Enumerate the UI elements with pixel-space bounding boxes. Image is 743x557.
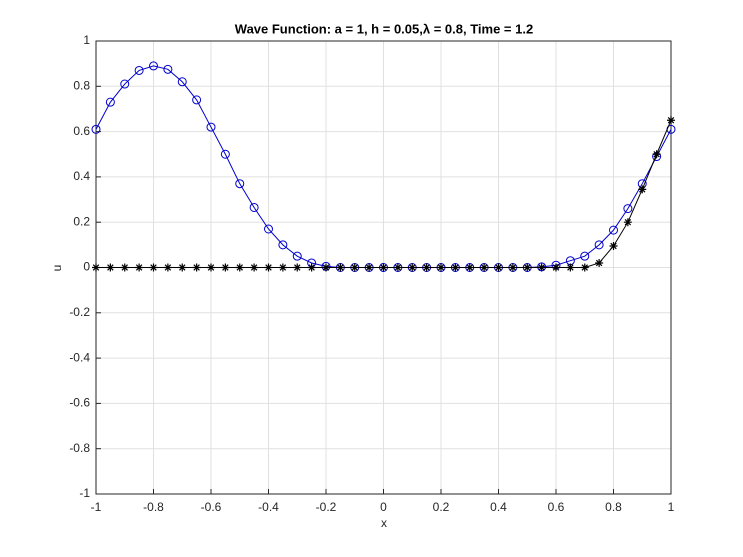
data-point <box>609 241 618 250</box>
x-tick-label: -0.6 <box>201 500 222 514</box>
data-point <box>192 263 201 272</box>
chart-title: Wave Function: a = 1, h = 0.05,λ = 0.8, … <box>235 21 533 36</box>
y-tick-label: 1 <box>83 33 90 47</box>
y-tick-label: 0.8 <box>73 78 90 92</box>
data-point <box>322 263 330 272</box>
data-point <box>365 263 374 272</box>
data-point <box>264 263 273 272</box>
data-point <box>134 65 144 75</box>
data-point <box>177 77 187 87</box>
x-tick-label: 0.8 <box>605 500 622 514</box>
data-point <box>220 149 230 159</box>
data-point <box>221 263 230 272</box>
data-point <box>594 240 604 250</box>
data-point <box>523 263 532 272</box>
y-tick-label: 0.2 <box>73 214 90 228</box>
x-tick-label: -1 <box>91 500 102 514</box>
data-point <box>580 263 589 272</box>
data-point <box>667 116 675 125</box>
y-tick-label: -1 <box>79 486 90 500</box>
data-point <box>250 263 259 272</box>
data-point <box>292 251 302 261</box>
data-point <box>537 263 546 272</box>
data-point <box>163 263 172 272</box>
data-point <box>235 179 245 189</box>
data-point <box>652 150 661 159</box>
data-point <box>307 263 316 272</box>
data-point <box>207 263 215 272</box>
data-point <box>580 251 590 261</box>
y-tick-label: -0.6 <box>69 396 90 410</box>
data-point <box>105 97 115 107</box>
y-tick-label: -0.8 <box>69 441 90 455</box>
data-point <box>623 218 632 227</box>
data-point <box>451 263 460 272</box>
data-point <box>192 95 202 105</box>
x-tick-label: 0.4 <box>490 500 507 514</box>
y-tick-label: 0.6 <box>73 124 90 138</box>
data-point <box>595 258 604 267</box>
data-point <box>623 204 633 214</box>
data-point <box>508 263 517 272</box>
x-tick-label: 0.2 <box>433 500 450 514</box>
y-tick-label: -0.4 <box>69 350 90 364</box>
x-tick-label: -0.8 <box>143 500 164 514</box>
data-point <box>206 122 216 132</box>
data-point <box>91 124 101 134</box>
x-tick-label: 0.6 <box>548 500 565 514</box>
data-point <box>465 263 474 272</box>
data-point <box>178 263 187 272</box>
data-point <box>149 61 158 71</box>
data-point <box>120 263 129 272</box>
x-axis-label: x <box>381 516 387 530</box>
data-point <box>393 263 402 272</box>
data-point <box>566 263 575 272</box>
x-tick-label: 1 <box>668 500 675 514</box>
data-point <box>278 263 287 272</box>
y-axis-label: u <box>50 265 64 272</box>
y-tick-label: 0.4 <box>73 169 90 183</box>
data-point <box>135 263 144 272</box>
data-point <box>149 263 158 272</box>
y-tick-label: 0 <box>83 260 90 274</box>
data-point <box>609 225 618 235</box>
data-point <box>552 263 560 272</box>
data-point <box>422 263 431 272</box>
data-point <box>293 263 302 272</box>
data-point <box>249 202 259 212</box>
data-point <box>235 263 244 272</box>
data-point <box>350 263 359 272</box>
data-point <box>163 64 173 74</box>
data-point <box>480 263 489 272</box>
x-tick-label: -0.2 <box>316 500 337 514</box>
data-point <box>494 263 503 272</box>
data-point <box>336 263 345 272</box>
data-point <box>437 263 445 272</box>
x-tick-label: -0.4 <box>258 500 279 514</box>
data-point <box>92 263 100 272</box>
data-point <box>638 185 647 194</box>
data-point <box>264 224 273 234</box>
x-tick-label: 0 <box>380 500 387 514</box>
data-point <box>278 240 288 250</box>
y-tick-label: -0.2 <box>69 305 90 319</box>
data-point <box>106 263 115 272</box>
data-point <box>379 263 388 272</box>
data-point <box>120 79 130 89</box>
data-point <box>408 263 417 272</box>
